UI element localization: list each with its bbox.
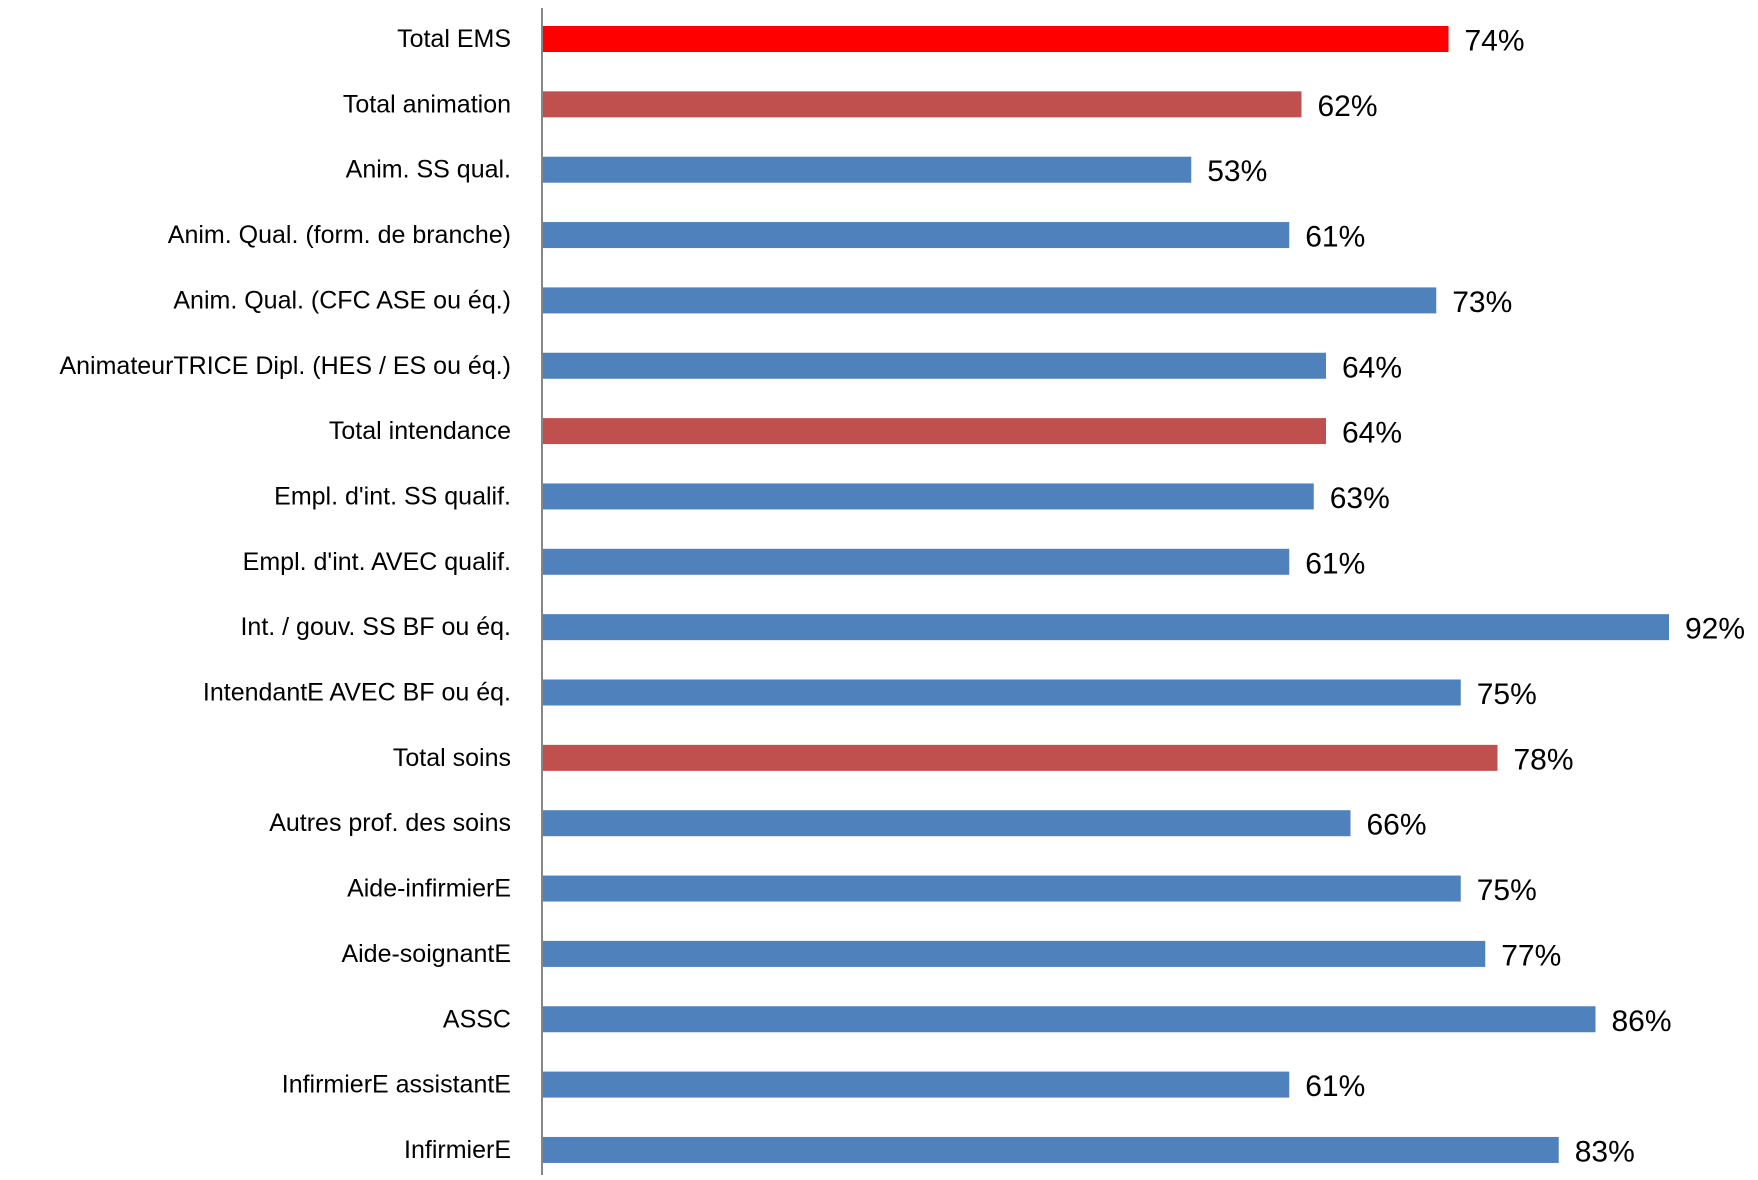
bar (542, 91, 1302, 118)
category-label: Empl. d'int. AVEC qualif. (243, 548, 511, 576)
bar (542, 875, 1461, 902)
data-label: 61% (1305, 221, 1365, 254)
bar (542, 614, 1669, 641)
bar (542, 548, 1290, 575)
bar (542, 940, 1486, 967)
category-label: AnimateurTRICE Dipl. (HES / ES ou éq.) (59, 352, 511, 380)
category-label: Anim. SS qual. (346, 156, 511, 184)
category-label: Int. / gouv. SS BF ou éq. (240, 613, 511, 641)
category-label: Anim. Qual. (CFC ASE ou éq.) (173, 286, 511, 314)
data-label: 53% (1207, 155, 1267, 188)
bar (542, 1006, 1596, 1033)
category-label: Total EMS (397, 25, 511, 53)
data-label: 77% (1501, 939, 1561, 972)
data-label: 75% (1477, 874, 1537, 907)
data-label: 62% (1318, 90, 1378, 123)
category-label: InfirmierE (404, 1136, 511, 1164)
data-label: 92% (1685, 613, 1745, 646)
bar (542, 810, 1351, 837)
bar (542, 679, 1461, 706)
bar (542, 352, 1326, 379)
bars-layer (542, 26, 1669, 1163)
category-label: Total animation (343, 90, 511, 118)
data-label: 73% (1452, 286, 1512, 319)
category-label: Anim. Qual. (form. de branche) (168, 221, 511, 249)
bar (542, 287, 1437, 314)
bar (542, 222, 1290, 249)
category-label: InfirmierE assistantE (282, 1071, 511, 1099)
data-label: 75% (1477, 678, 1537, 711)
category-label: ASSC (443, 1005, 511, 1033)
category-label: Aide-infirmierE (347, 875, 511, 903)
category-label: Total intendance (329, 417, 511, 445)
data-label: 86% (1612, 1005, 1672, 1038)
bar (542, 26, 1449, 52)
data-label: 64% (1342, 417, 1402, 450)
data-label: 61% (1305, 1070, 1365, 1103)
data-label: 74% (1465, 25, 1525, 58)
bar (542, 1071, 1290, 1098)
data-label: 63% (1330, 482, 1390, 515)
category-label: Empl. d'int. SS qualif. (274, 482, 511, 510)
bar (542, 483, 1314, 510)
category-label: Aide-soignantE (341, 940, 511, 968)
category-label: IntendantE AVEC BF ou éq. (203, 679, 511, 707)
bar (542, 156, 1192, 183)
data-label: 66% (1367, 809, 1427, 842)
data-label: 78% (1514, 743, 1574, 776)
category-label: Autres prof. des soins (269, 809, 511, 837)
data-label: 61% (1305, 547, 1365, 580)
bar (542, 418, 1326, 445)
bar (542, 1136, 1559, 1163)
category-label: Total soins (393, 744, 511, 772)
data-label: 64% (1342, 351, 1402, 384)
labels-layer: Total EMS 74% Total animation 62% Anim. SS q… (59, 25, 1745, 1169)
bar (542, 744, 1498, 771)
data-label: 83% (1575, 1135, 1635, 1168)
